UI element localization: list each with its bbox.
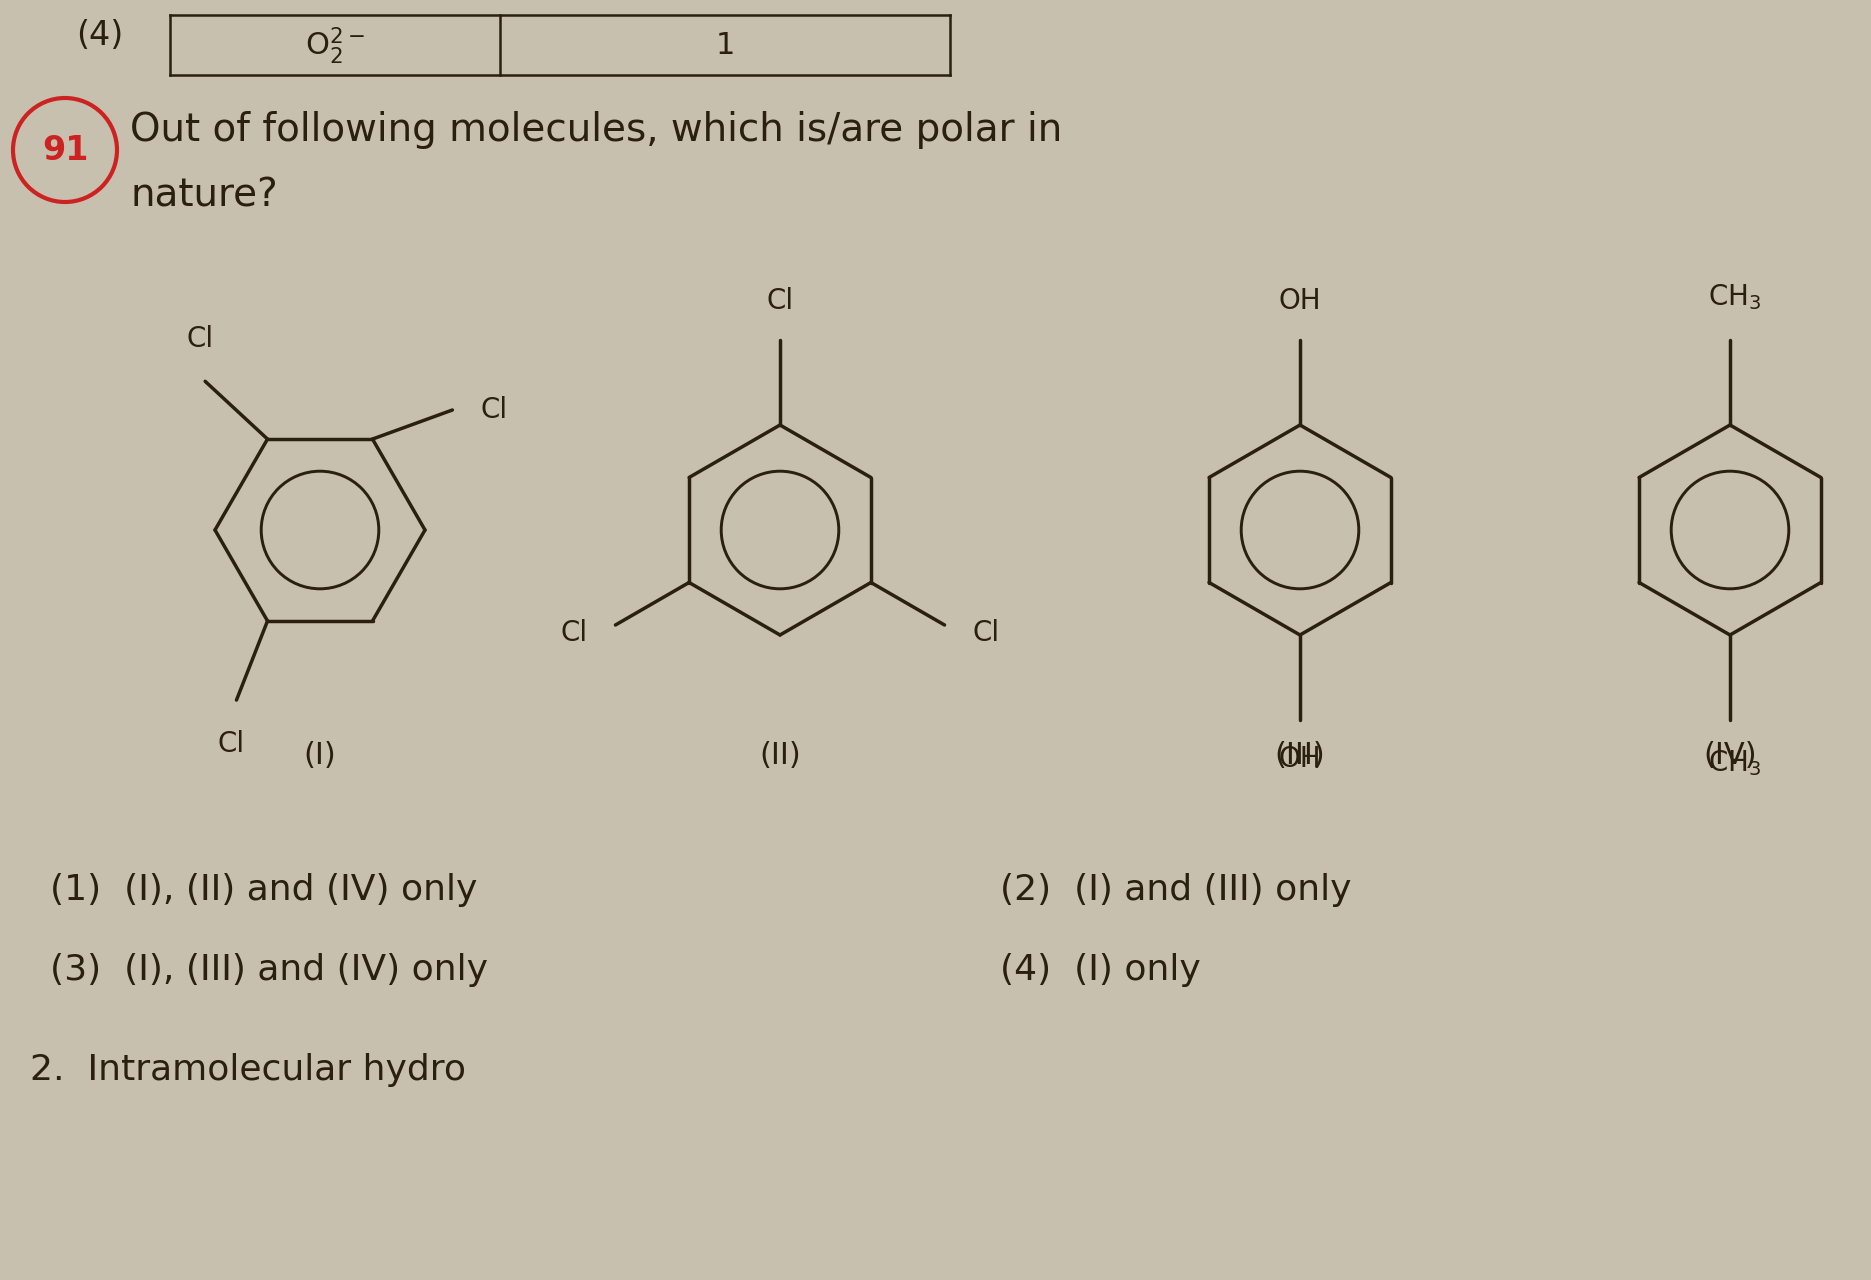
Text: Cl: Cl xyxy=(767,287,793,315)
Text: (4): (4) xyxy=(77,18,123,51)
Text: (I): (I) xyxy=(303,741,337,769)
Text: (4)  (I) only: (4) (I) only xyxy=(999,954,1201,987)
Text: Cl: Cl xyxy=(559,620,587,646)
Text: Cl: Cl xyxy=(217,730,245,758)
Text: nature?: nature? xyxy=(129,177,277,214)
Text: OH: OH xyxy=(1278,745,1321,773)
Text: CH$_3$: CH$_3$ xyxy=(1708,282,1762,312)
Text: (1)  (I), (II) and (IV) only: (1) (I), (II) and (IV) only xyxy=(51,873,477,908)
Text: (IV): (IV) xyxy=(1703,741,1757,769)
Text: O$_2^{2-}$: O$_2^{2-}$ xyxy=(305,24,365,65)
Text: Cl: Cl xyxy=(973,620,999,646)
Text: Cl: Cl xyxy=(187,325,213,353)
Text: CH$_3$: CH$_3$ xyxy=(1708,748,1762,778)
Text: Out of following molecules, which is/are polar in: Out of following molecules, which is/are… xyxy=(129,111,1063,148)
Text: 1: 1 xyxy=(715,31,735,59)
Text: (2)  (I) and (III) only: (2) (I) and (III) only xyxy=(999,873,1351,908)
Text: OH: OH xyxy=(1278,287,1321,315)
Text: Cl: Cl xyxy=(481,396,507,424)
Text: (3)  (I), (III) and (IV) only: (3) (I), (III) and (IV) only xyxy=(51,954,488,987)
Text: 2.  Intramolecular hydro: 2. Intramolecular hydro xyxy=(30,1053,466,1087)
Text: (II): (II) xyxy=(760,741,801,769)
Text: 91: 91 xyxy=(41,133,88,166)
Text: (III): (III) xyxy=(1274,741,1325,769)
